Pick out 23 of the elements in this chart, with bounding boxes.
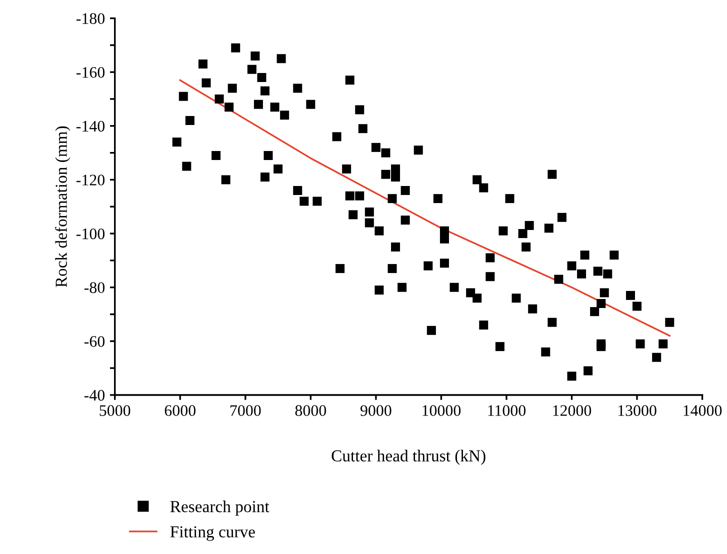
y-tick-label: -140: [76, 120, 105, 132]
y-axis-title: Rock deformation (mm): [55, 126, 70, 288]
legend-label: Research point: [170, 500, 270, 516]
x-tick-label: 9000: [360, 405, 392, 416]
y-tick-label: -160: [76, 67, 105, 78]
y-tick-label: -180: [76, 13, 105, 24]
x-tick-label: 13000: [618, 405, 656, 416]
x-tick-label: 6000: [164, 405, 196, 416]
x-tick-label: 7000: [230, 405, 261, 416]
y-tick-label: -80: [84, 282, 105, 294]
x-tick-label: 11000: [488, 405, 526, 416]
y-tick-label: -100: [76, 228, 105, 240]
x-tick-label: 10000: [422, 405, 461, 416]
x-tick-label: 12000: [553, 405, 592, 416]
legend-label: Fitting curve: [170, 526, 255, 541]
line-series: [179, 79, 670, 337]
x-tick-label: 5000: [100, 405, 130, 416]
y-tick-label: -120: [76, 174, 105, 186]
y-tick-label: -60: [84, 336, 105, 347]
x-tick-label: 8000: [295, 405, 326, 416]
x-axis-title: Cutter head thrust (kN): [332, 450, 486, 465]
x-tick-label: 14000: [684, 405, 722, 416]
y-tick-label: -40: [84, 390, 105, 401]
